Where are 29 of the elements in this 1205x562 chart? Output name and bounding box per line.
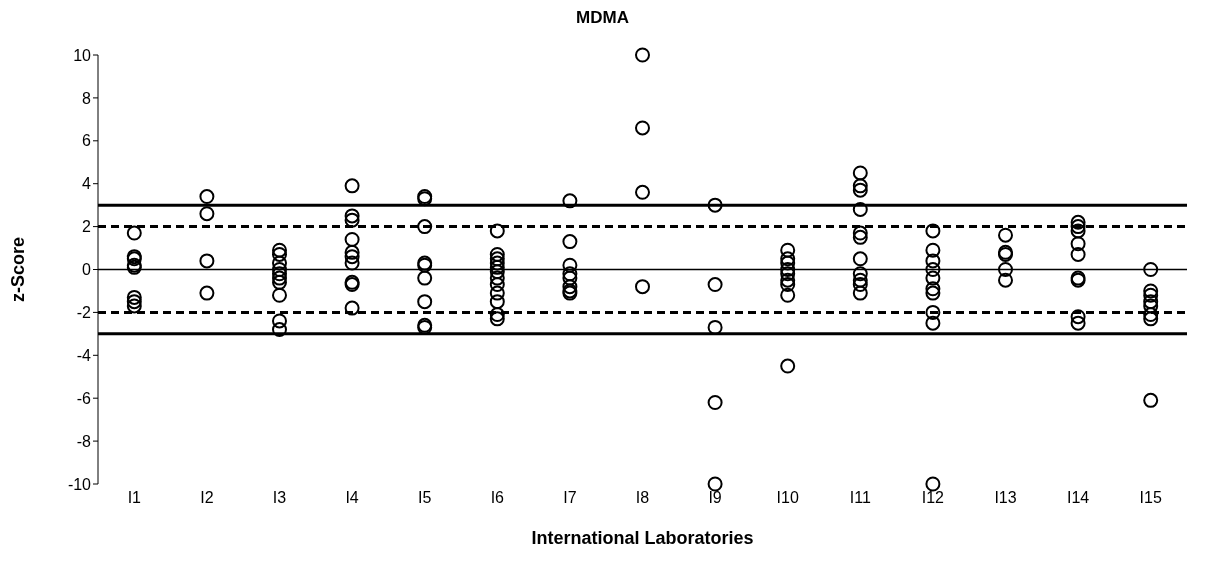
y-tick-label: -6 [76,389,92,407]
x-tick-label: I14 [1066,489,1090,507]
y-axis-title: z-Score [8,236,29,303]
x-tick-label: I15 [1139,489,1162,507]
x-tick-label: I11 [849,489,871,507]
y-tick-label: 4 [82,175,92,193]
x-tick-label: I1 [127,489,142,507]
x-tick-label: I12 [921,489,945,507]
y-tick-label: -8 [76,432,92,450]
y-tick-label: 2 [82,218,92,236]
x-tick-label: I9 [708,489,722,507]
x-tick-label: I8 [635,489,650,507]
x-tick-label: I4 [345,489,359,507]
x-tick-label: I6 [490,489,505,507]
x-tick-label: I10 [776,489,799,507]
x-tick-label: I3 [272,489,287,507]
y-tick-label: 0 [82,261,92,279]
y-tick-label: -4 [76,346,92,364]
x-tick-label: I2 [200,489,214,507]
chart-title: MDMA [575,8,630,28]
x-axis-title: International Laboratories [531,528,754,548]
y-tick-label: 8 [82,89,92,107]
x-tick-label: I7 [563,489,577,507]
x-tick-label: I5 [418,489,432,507]
y-tick-label: -2 [76,304,92,322]
x-tick-label: I13 [994,489,1017,507]
y-tick-label: -10 [67,475,92,493]
y-tick-label: 10 [73,46,92,64]
y-tick-label: 6 [82,132,92,150]
